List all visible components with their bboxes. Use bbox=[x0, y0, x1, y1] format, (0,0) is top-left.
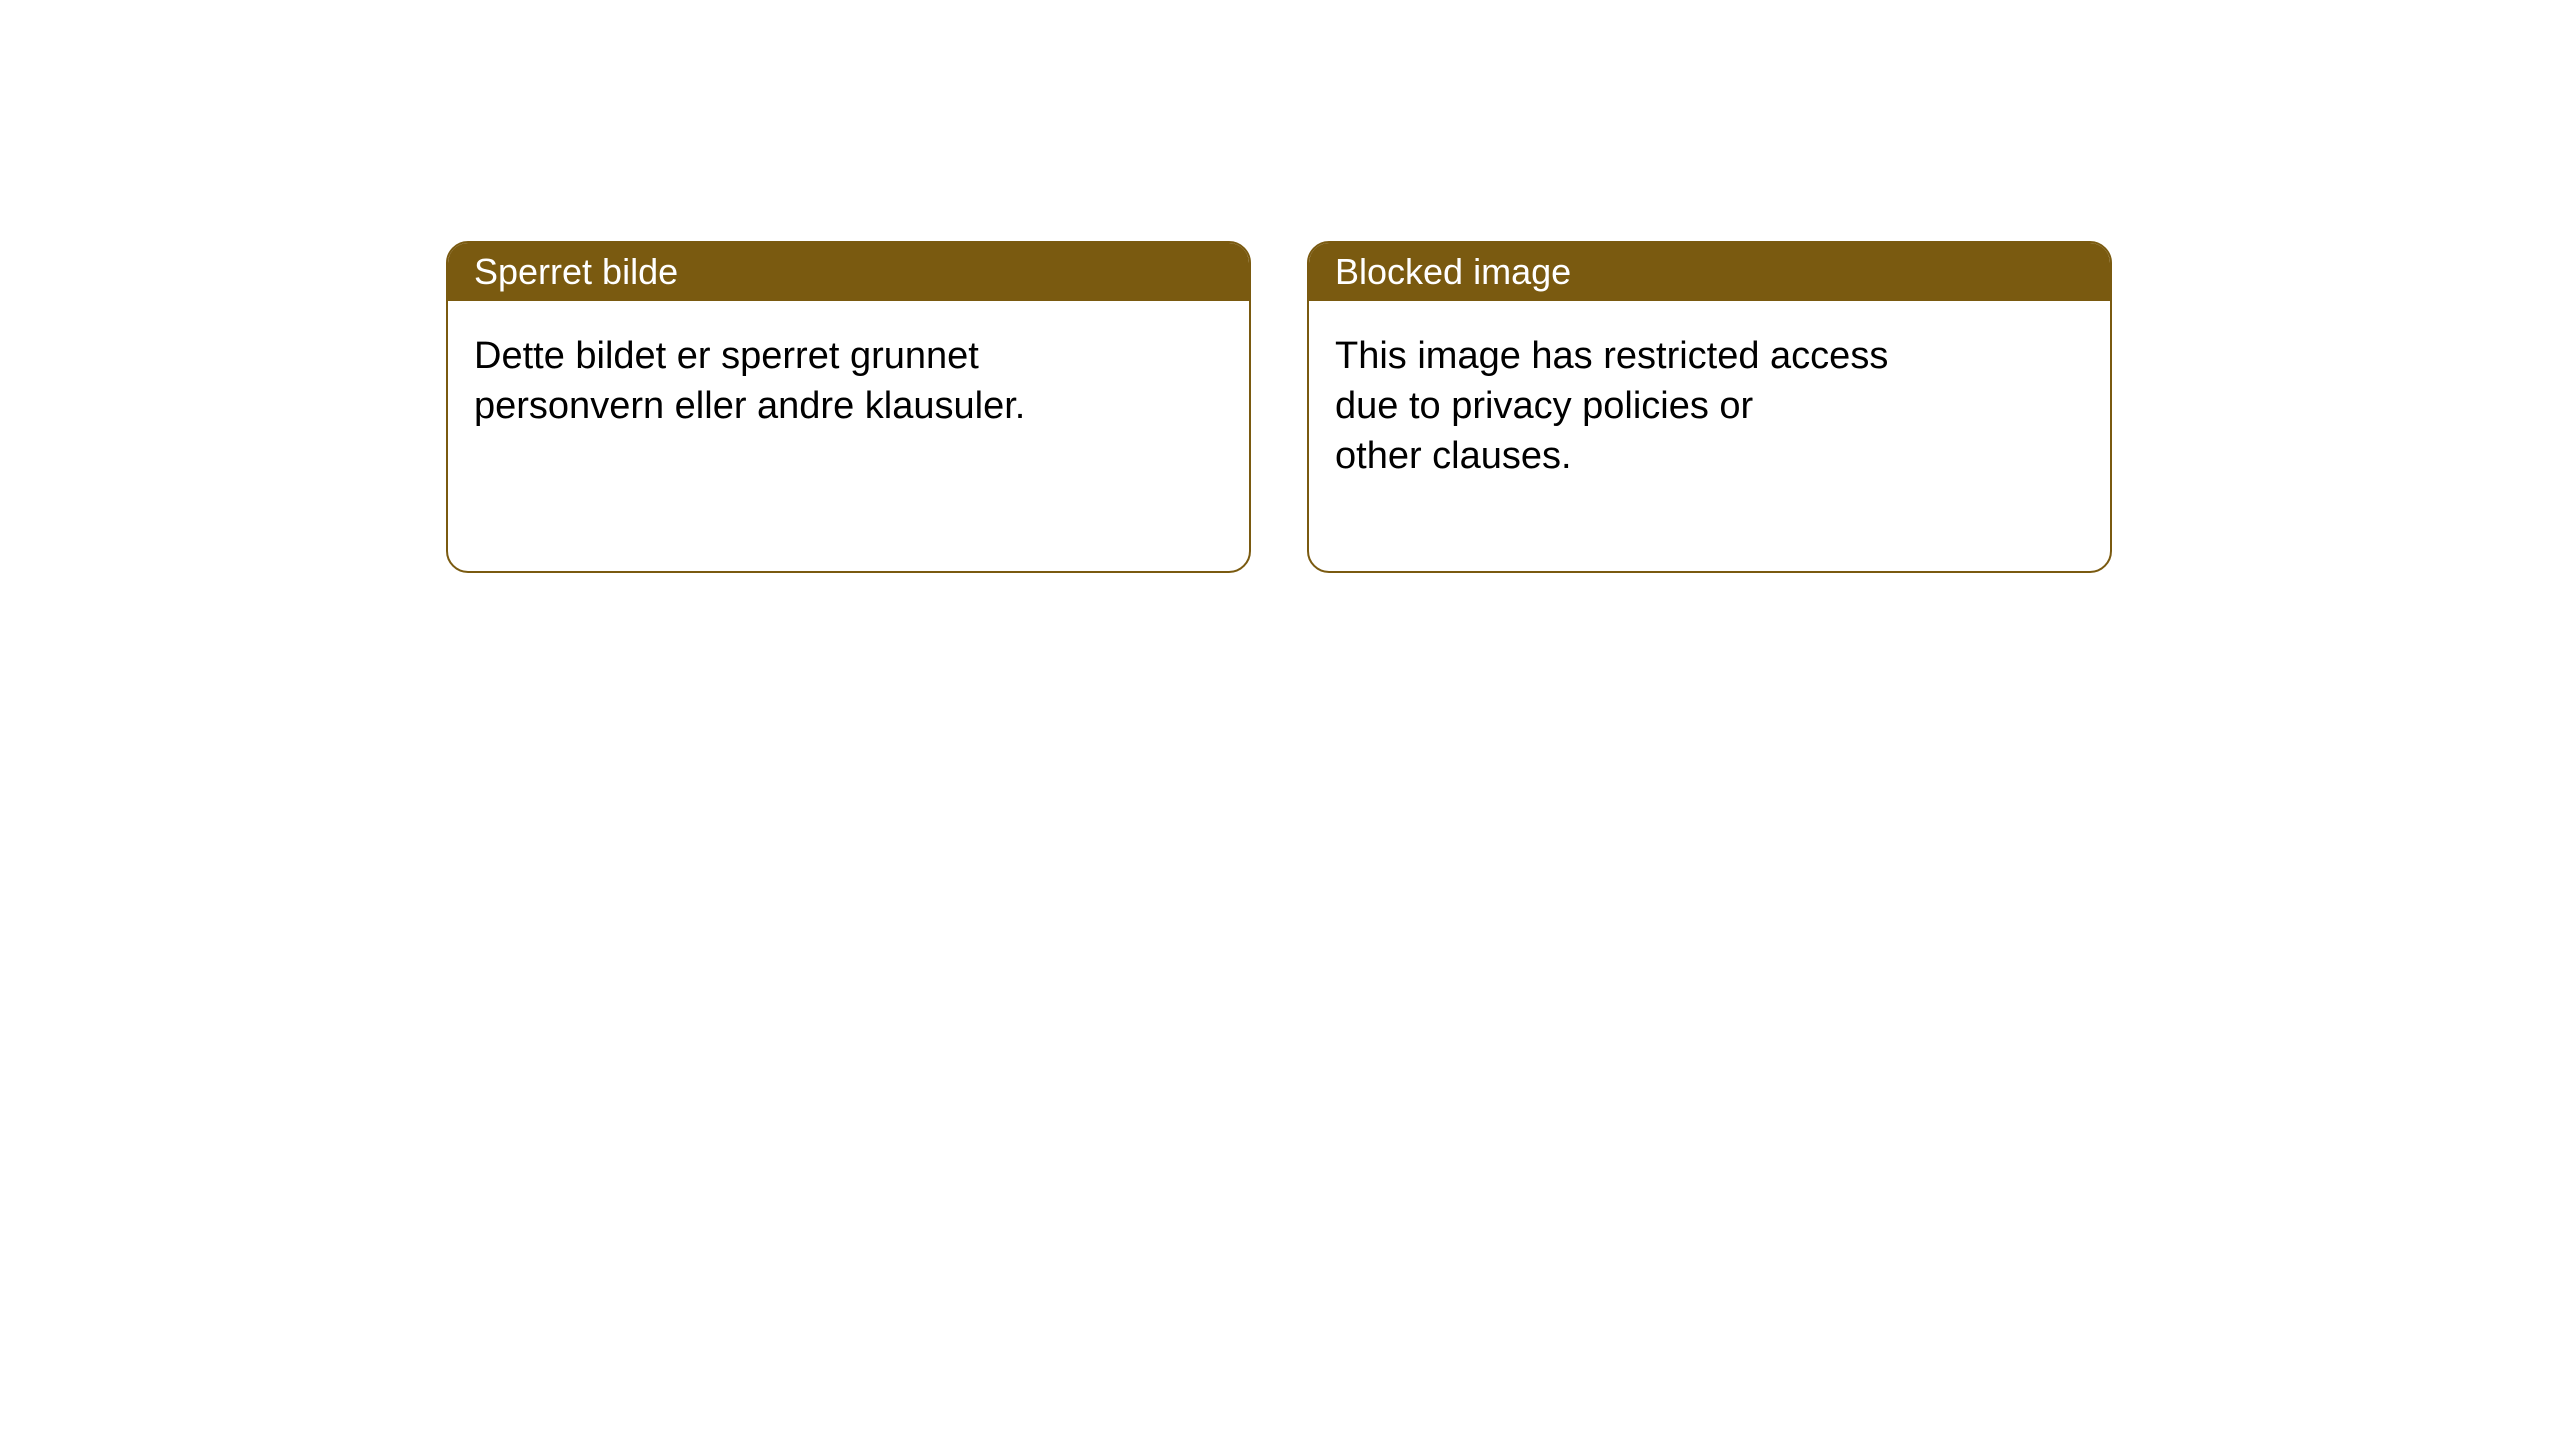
card-blocked-en: Blocked image This image has restricted … bbox=[1307, 241, 2112, 573]
cards-row: Sperret bilde Dette bildet er sperret gr… bbox=[446, 241, 2112, 573]
card-body: This image has restricted access due to … bbox=[1309, 301, 2110, 505]
card-title: Sperret bilde bbox=[474, 251, 678, 293]
card-blocked-no: Sperret bilde Dette bildet er sperret gr… bbox=[446, 241, 1251, 573]
card-header: Blocked image bbox=[1309, 243, 2110, 301]
card-title: Blocked image bbox=[1335, 251, 1571, 293]
card-body: Dette bildet er sperret grunnet personve… bbox=[448, 301, 1249, 455]
card-header: Sperret bilde bbox=[448, 243, 1249, 301]
page-root: Sperret bilde Dette bildet er sperret gr… bbox=[0, 0, 2560, 1440]
